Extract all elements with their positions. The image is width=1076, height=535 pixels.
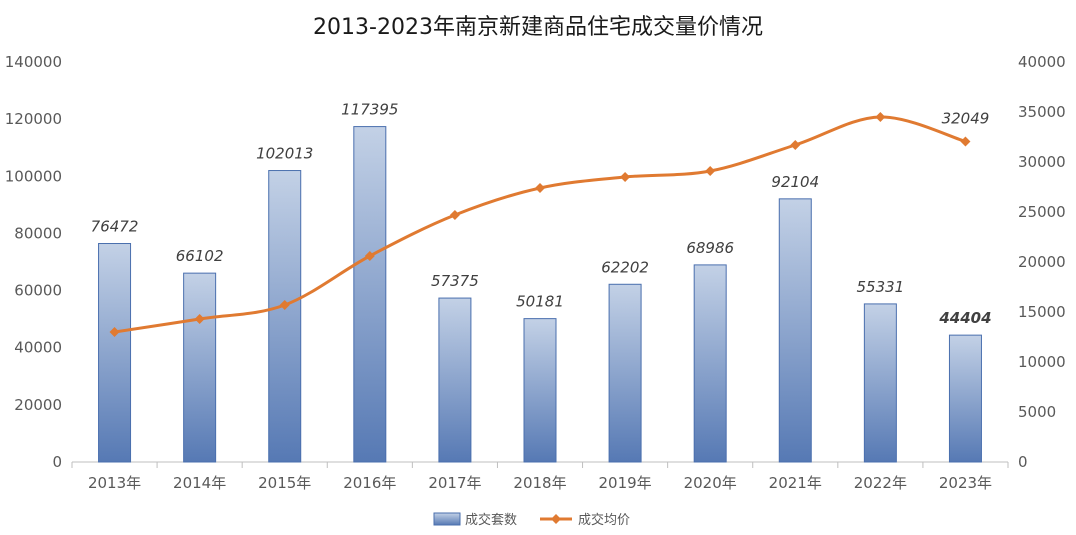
line-point-marker bbox=[705, 166, 716, 176]
y-left-tick-label: 40000 bbox=[14, 339, 62, 357]
y-right-tick-label: 20000 bbox=[1018, 253, 1066, 271]
bar-data-label: 117395 bbox=[341, 101, 398, 119]
bar bbox=[268, 170, 302, 463]
y-right-tick-label: 25000 bbox=[1018, 203, 1066, 221]
y-left-tick-label: 0 bbox=[52, 453, 62, 471]
bar-data-label: 44404 bbox=[938, 309, 991, 327]
bar bbox=[183, 272, 217, 463]
y-left-tick-label: 140000 bbox=[5, 53, 62, 71]
x-tick-label: 2015年 bbox=[258, 474, 311, 492]
y-right-tick-label: 0 bbox=[1018, 453, 1028, 471]
x-tick-label: 2020年 bbox=[684, 474, 737, 492]
x-tick-label: 2014年 bbox=[173, 474, 226, 492]
bar-data-label: 66102 bbox=[176, 247, 224, 265]
y-right-tick-label: 30000 bbox=[1018, 153, 1066, 171]
legend: 成交套数 成交均价 bbox=[433, 512, 630, 528]
bar-series bbox=[98, 126, 982, 463]
y-right-tick-label: 10000 bbox=[1018, 353, 1066, 371]
bar bbox=[948, 334, 982, 463]
line-point-marker bbox=[109, 327, 120, 337]
bar bbox=[778, 198, 812, 463]
y-right-tick-label: 35000 bbox=[1018, 103, 1066, 121]
bar bbox=[863, 303, 897, 463]
x-tick-label: 2023年 bbox=[939, 474, 992, 492]
x-tick-label: 2017年 bbox=[428, 474, 481, 492]
bar-data-label: 92104 bbox=[771, 173, 819, 191]
legend-label-line: 成交均价 bbox=[578, 512, 630, 528]
legend-label-bar: 成交套数 bbox=[465, 512, 517, 528]
line-point-marker bbox=[364, 251, 375, 261]
bar bbox=[438, 297, 472, 463]
bar-data-label: 50181 bbox=[516, 293, 564, 311]
line-point-marker bbox=[449, 210, 460, 220]
x-axis: 2013年 2014年 2015年 2016年 2017年 2018年 2019年 2020年… bbox=[71, 461, 1009, 492]
bar-data-label: 62202 bbox=[601, 258, 649, 276]
bar-data-label: 76472 bbox=[91, 218, 139, 236]
bar-data-label: 55331 bbox=[857, 278, 905, 296]
y-left-tick-label: 120000 bbox=[5, 110, 62, 128]
y-axis-right: 0 5000 10000 15000 20000 25000 30000 35000 40000 bbox=[1018, 53, 1066, 471]
x-tick-label: 2018年 bbox=[513, 474, 566, 492]
legend-line-marker bbox=[551, 514, 561, 524]
y-axis-left: 0 20000 40000 60000 80000 100000 120000 140000 bbox=[5, 53, 62, 471]
x-tick-label: 2013年 bbox=[88, 474, 141, 492]
line-point-marker bbox=[194, 314, 205, 324]
bar bbox=[608, 283, 642, 463]
bar bbox=[98, 243, 132, 463]
y-left-tick-label: 100000 bbox=[5, 167, 62, 185]
y-left-tick-label: 20000 bbox=[14, 396, 62, 414]
bar-data-label: 68986 bbox=[686, 239, 734, 257]
x-tick-label: 2019年 bbox=[598, 474, 651, 492]
line-point-marker bbox=[790, 140, 801, 150]
y-left-tick-label: 80000 bbox=[14, 224, 62, 242]
bar-data-label: 102013 bbox=[256, 145, 313, 163]
line-data-label: 32049 bbox=[942, 110, 990, 128]
data-labels: 76472 66102 102013 117395 57375 50181 62202 689… bbox=[91, 101, 992, 328]
x-tick-label: 2016年 bbox=[343, 474, 396, 492]
line-series bbox=[109, 112, 971, 337]
line-point-marker bbox=[620, 172, 631, 182]
bar bbox=[523, 318, 557, 463]
chart-title: 2013-2023年南京新建商品住宅成交量价情况 bbox=[313, 15, 763, 40]
line-point-marker bbox=[279, 300, 290, 310]
y-right-tick-label: 5000 bbox=[1018, 403, 1056, 421]
line-point-marker bbox=[960, 136, 971, 147]
x-tick-label: 2021年 bbox=[769, 474, 822, 492]
line-point-marker bbox=[535, 183, 545, 193]
y-right-tick-label: 15000 bbox=[1018, 303, 1066, 321]
x-tick-label: 2022年 bbox=[854, 474, 907, 492]
bar bbox=[353, 126, 387, 463]
y-right-tick-label: 40000 bbox=[1018, 53, 1066, 71]
bar bbox=[693, 264, 727, 463]
y-left-tick-label: 60000 bbox=[14, 282, 62, 300]
bar-data-label: 57375 bbox=[431, 272, 479, 290]
legend-bar-swatch bbox=[433, 512, 461, 526]
line-point-marker bbox=[875, 112, 886, 122]
